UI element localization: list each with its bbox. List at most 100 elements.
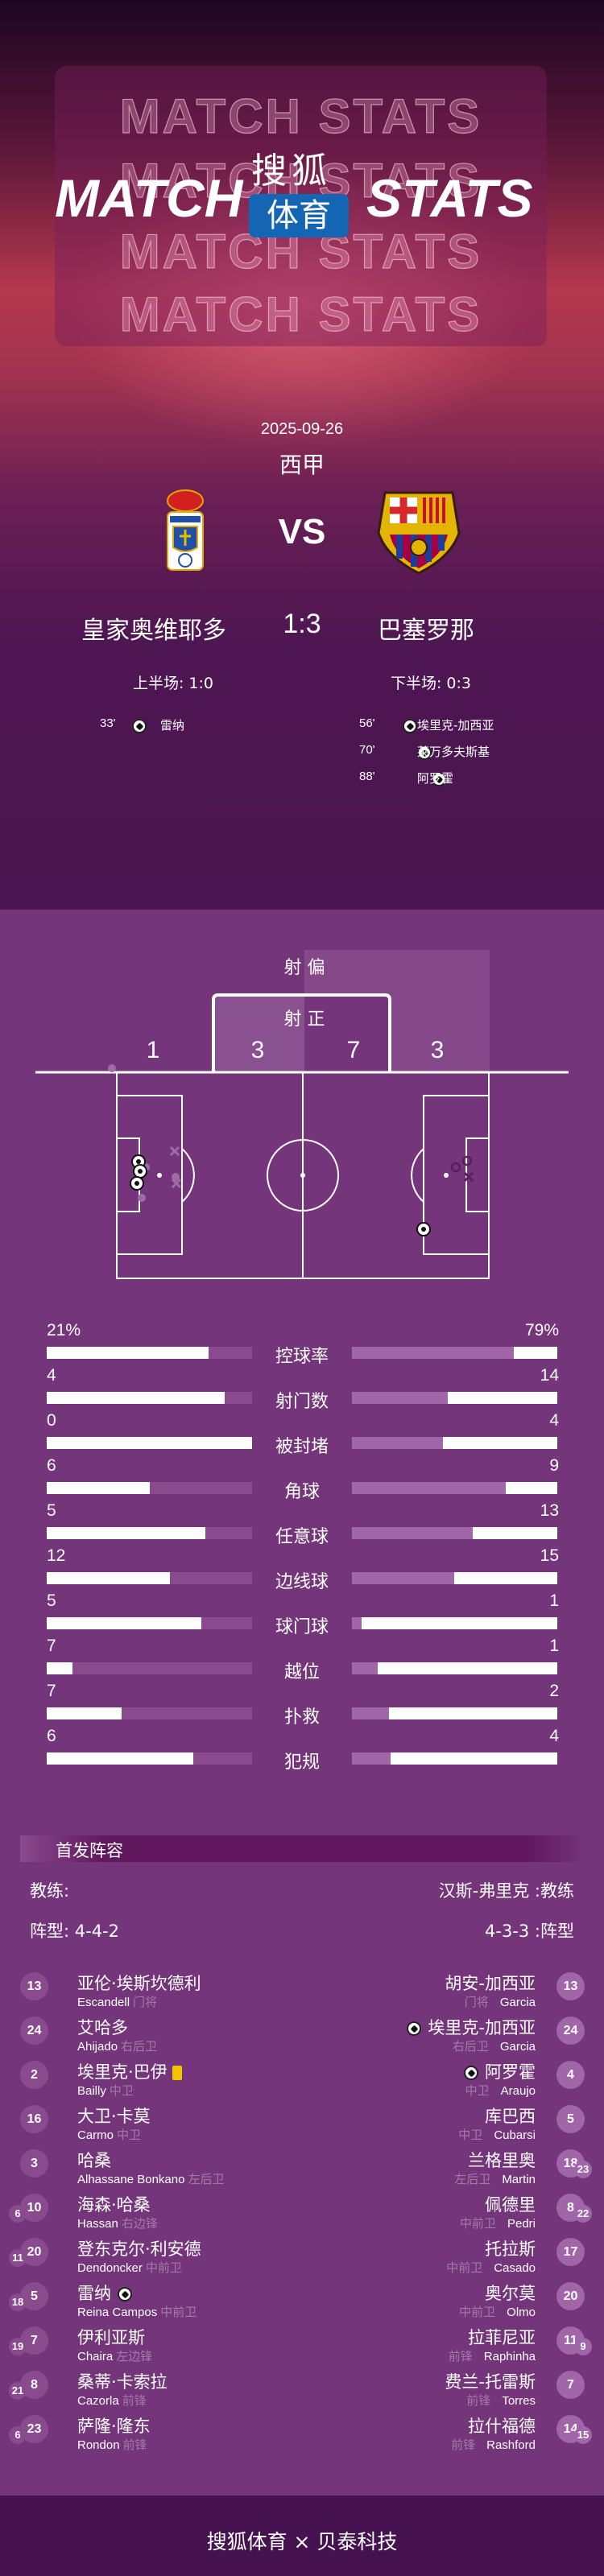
substitute-number: 9 <box>574 2338 592 2355</box>
player-subline: Reina Campos 中前卫 <box>77 2303 200 2320</box>
player-name-text: 雷纳 <box>77 2284 111 2303</box>
player-row[interactable]: 20 奥尔莫 中前卫 Olmo <box>0 2282 604 2326</box>
stat-row: 4 14 射门数 <box>0 1366 604 1412</box>
stat-home-bar <box>47 1752 252 1765</box>
player-position: 左边锋 <box>116 2350 153 2363</box>
substitute-number: 6 <box>9 2205 27 2223</box>
player-row[interactable]: 23 6 萨隆·隆东 Rondon 前锋 <box>0 2415 604 2459</box>
goal-ball-icon <box>407 2021 422 2036</box>
player-name-text: 萨隆·隆东 <box>77 2417 151 2436</box>
player-row[interactable]: 5 18 雷纳 Reina Campos 中前卫 <box>0 2282 604 2326</box>
player-row[interactable]: 8 21 桑蒂·卡索拉 Cazorla 前锋 <box>0 2371 604 2415</box>
on-target-zone-away <box>304 995 390 1072</box>
player-row[interactable]: 5 库巴西 中卫 Cubarsi <box>0 2105 604 2149</box>
stat-home-value: 7 <box>47 1682 56 1700</box>
player-name-cn: 埃里克·巴伊 <box>77 2059 182 2083</box>
stat-away-value: 2 <box>549 1682 559 1700</box>
player-row[interactable]: 13 亚伦·埃斯坎德利 Escandell 门将 <box>0 1972 604 2017</box>
player-row[interactable]: 7 19 伊利亚斯 Chaira 左边锋 <box>0 2326 604 2371</box>
stat-away-value: 14 <box>540 1366 559 1385</box>
player-number: 7 <box>556 2371 585 2399</box>
shot-marker <box>461 1155 473 1166</box>
stat-label: 扑救 <box>283 1707 321 1728</box>
stat-label: 任意球 <box>275 1527 329 1547</box>
home-on-target: 3 <box>250 1037 265 1063</box>
player-number: 2 <box>20 2061 48 2089</box>
stat-home-bar-fill <box>47 1437 252 1449</box>
player-row[interactable]: 7 费兰-托雷斯 前锋 Torres <box>0 2371 604 2415</box>
player-name-en: Rondon <box>77 2438 120 2452</box>
player-position: 中卫 <box>465 2084 490 2098</box>
substitute-number: 22 <box>574 2205 592 2223</box>
player-name-en: Pedri <box>507 2217 536 2231</box>
stat-away-bar-fill <box>352 1392 448 1404</box>
pitch-lines <box>116 1071 490 1279</box>
player-name-cn: 亚伦·埃斯坎德利 <box>77 1971 201 1995</box>
stat-home-bar-fill <box>47 1572 170 1584</box>
player-name-text: 托拉斯 <box>485 2240 536 2259</box>
stat-away-value: 1 <box>549 1591 559 1610</box>
stat-home-bar-fill <box>47 1527 206 1539</box>
player-name-cn: 库巴西 <box>485 2103 536 2128</box>
player-subline: Chaira 左边锋 <box>77 2347 155 2364</box>
player-name-cn: 佩德里 <box>485 2192 536 2216</box>
player-row[interactable]: 4 阿罗霍 中卫 Araujo <box>0 2061 604 2105</box>
substitute-number: 11 <box>9 2249 27 2267</box>
stat-row: 12 15 边线球 <box>0 1546 604 1592</box>
player-row[interactable]: 17 托拉斯 中前卫 Casado <box>0 2238 604 2282</box>
away-on-target: 7 <box>346 1037 361 1063</box>
league-name: 西甲 <box>279 452 325 478</box>
player-name-cn: 大卫·卡莫 <box>77 2103 151 2128</box>
player-row[interactable]: 10 6 海森·哈桑 Hassan 右边锋 <box>0 2194 604 2238</box>
home-team-logo <box>165 489 205 575</box>
player-number: 17 <box>556 2238 585 2266</box>
player-subline: Ahijado 右后卫 <box>77 2037 160 2054</box>
player-position: 右后卫 <box>121 2040 158 2054</box>
player-row[interactable]: 24 艾哈多 Ahijado 右后卫 <box>0 2017 604 2061</box>
stat-row: 5 13 任意球 <box>0 1501 604 1547</box>
player-name-en: Martin <box>502 2173 536 2186</box>
player-name-en: Bailly <box>77 2084 106 2098</box>
stat-away-value: 15 <box>540 1546 559 1565</box>
player-subline: 中前卫 Casado <box>443 2259 536 2276</box>
goal-minute: 88' <box>359 770 375 783</box>
player-row[interactable]: 24 埃里克-加西亚 右后卫 Garcia <box>0 2017 604 2061</box>
player-row[interactable]: 16 大卫·卡莫 Carmo 中卫 <box>0 2105 604 2149</box>
home-formation: 阵型: 4-4-2 <box>30 1922 119 1941</box>
player-position: 左后卫 <box>188 2173 225 2186</box>
shot-blocked-icon <box>171 1178 182 1189</box>
player-row[interactable]: 2 埃里克·巴伊 Bailly 中卫 <box>0 2061 604 2105</box>
player-subline: 中前卫 Olmo <box>456 2303 536 2320</box>
player-name-text: 埃里克-加西亚 <box>428 2018 536 2037</box>
stat-home-bar <box>47 1617 252 1629</box>
player-subline: 前锋 Raphinha <box>445 2347 536 2364</box>
player-position: 门将 <box>464 1996 489 2009</box>
player-row[interactable]: 20 11 登东克尔·利安德 Dendoncker 中前卫 <box>0 2238 604 2282</box>
stat-label: 球门球 <box>275 1617 329 1637</box>
player-name-en: Raphinha <box>483 2350 536 2363</box>
stat-home-value: 12 <box>47 1546 66 1565</box>
stat-home-bar <box>47 1392 252 1404</box>
stat-away-bar-fill <box>352 1482 506 1494</box>
player-row[interactable]: 8 22 佩德里 中前卫 Pedri <box>0 2194 604 2238</box>
stat-away-bar-fill <box>352 1752 391 1765</box>
home-team-name: 皇家奥维耶多 <box>81 617 226 645</box>
player-name-text: 伊利亚斯 <box>77 2328 145 2347</box>
shot-marker <box>108 1064 116 1072</box>
goal-scorer: 雷纳 <box>160 718 185 733</box>
player-row[interactable]: 13 胡安-加西亚 门将 Garcia <box>0 1972 604 2017</box>
stat-away-value: 4 <box>549 1727 559 1745</box>
player-row[interactable]: 11 9 拉菲尼亚 前锋 Raphinha <box>0 2326 604 2371</box>
player-row[interactable]: 3 哈桑 Alhassane Bonkano 左后卫 <box>0 2149 604 2194</box>
footer-text: 搜狐体育 × 贝泰科技 <box>206 2530 398 2553</box>
stat-away-bar <box>352 1437 557 1449</box>
player-position: 中卫 <box>109 2084 134 2098</box>
player-row[interactable]: 18 23 兰格里奥 左后卫 Martin <box>0 2149 604 2194</box>
player-name-cn: 拉什福德 <box>468 2413 536 2438</box>
player-position: 前锋 <box>451 2438 476 2452</box>
stat-label: 边线球 <box>275 1572 329 1592</box>
player-row[interactable]: 14 15 拉什福德 前锋 Rashford <box>0 2415 604 2459</box>
stat-home-value: 6 <box>47 1456 56 1475</box>
stat-away-bar-fill <box>352 1617 362 1629</box>
sohu-logo-text: 搜狐 <box>251 151 332 192</box>
